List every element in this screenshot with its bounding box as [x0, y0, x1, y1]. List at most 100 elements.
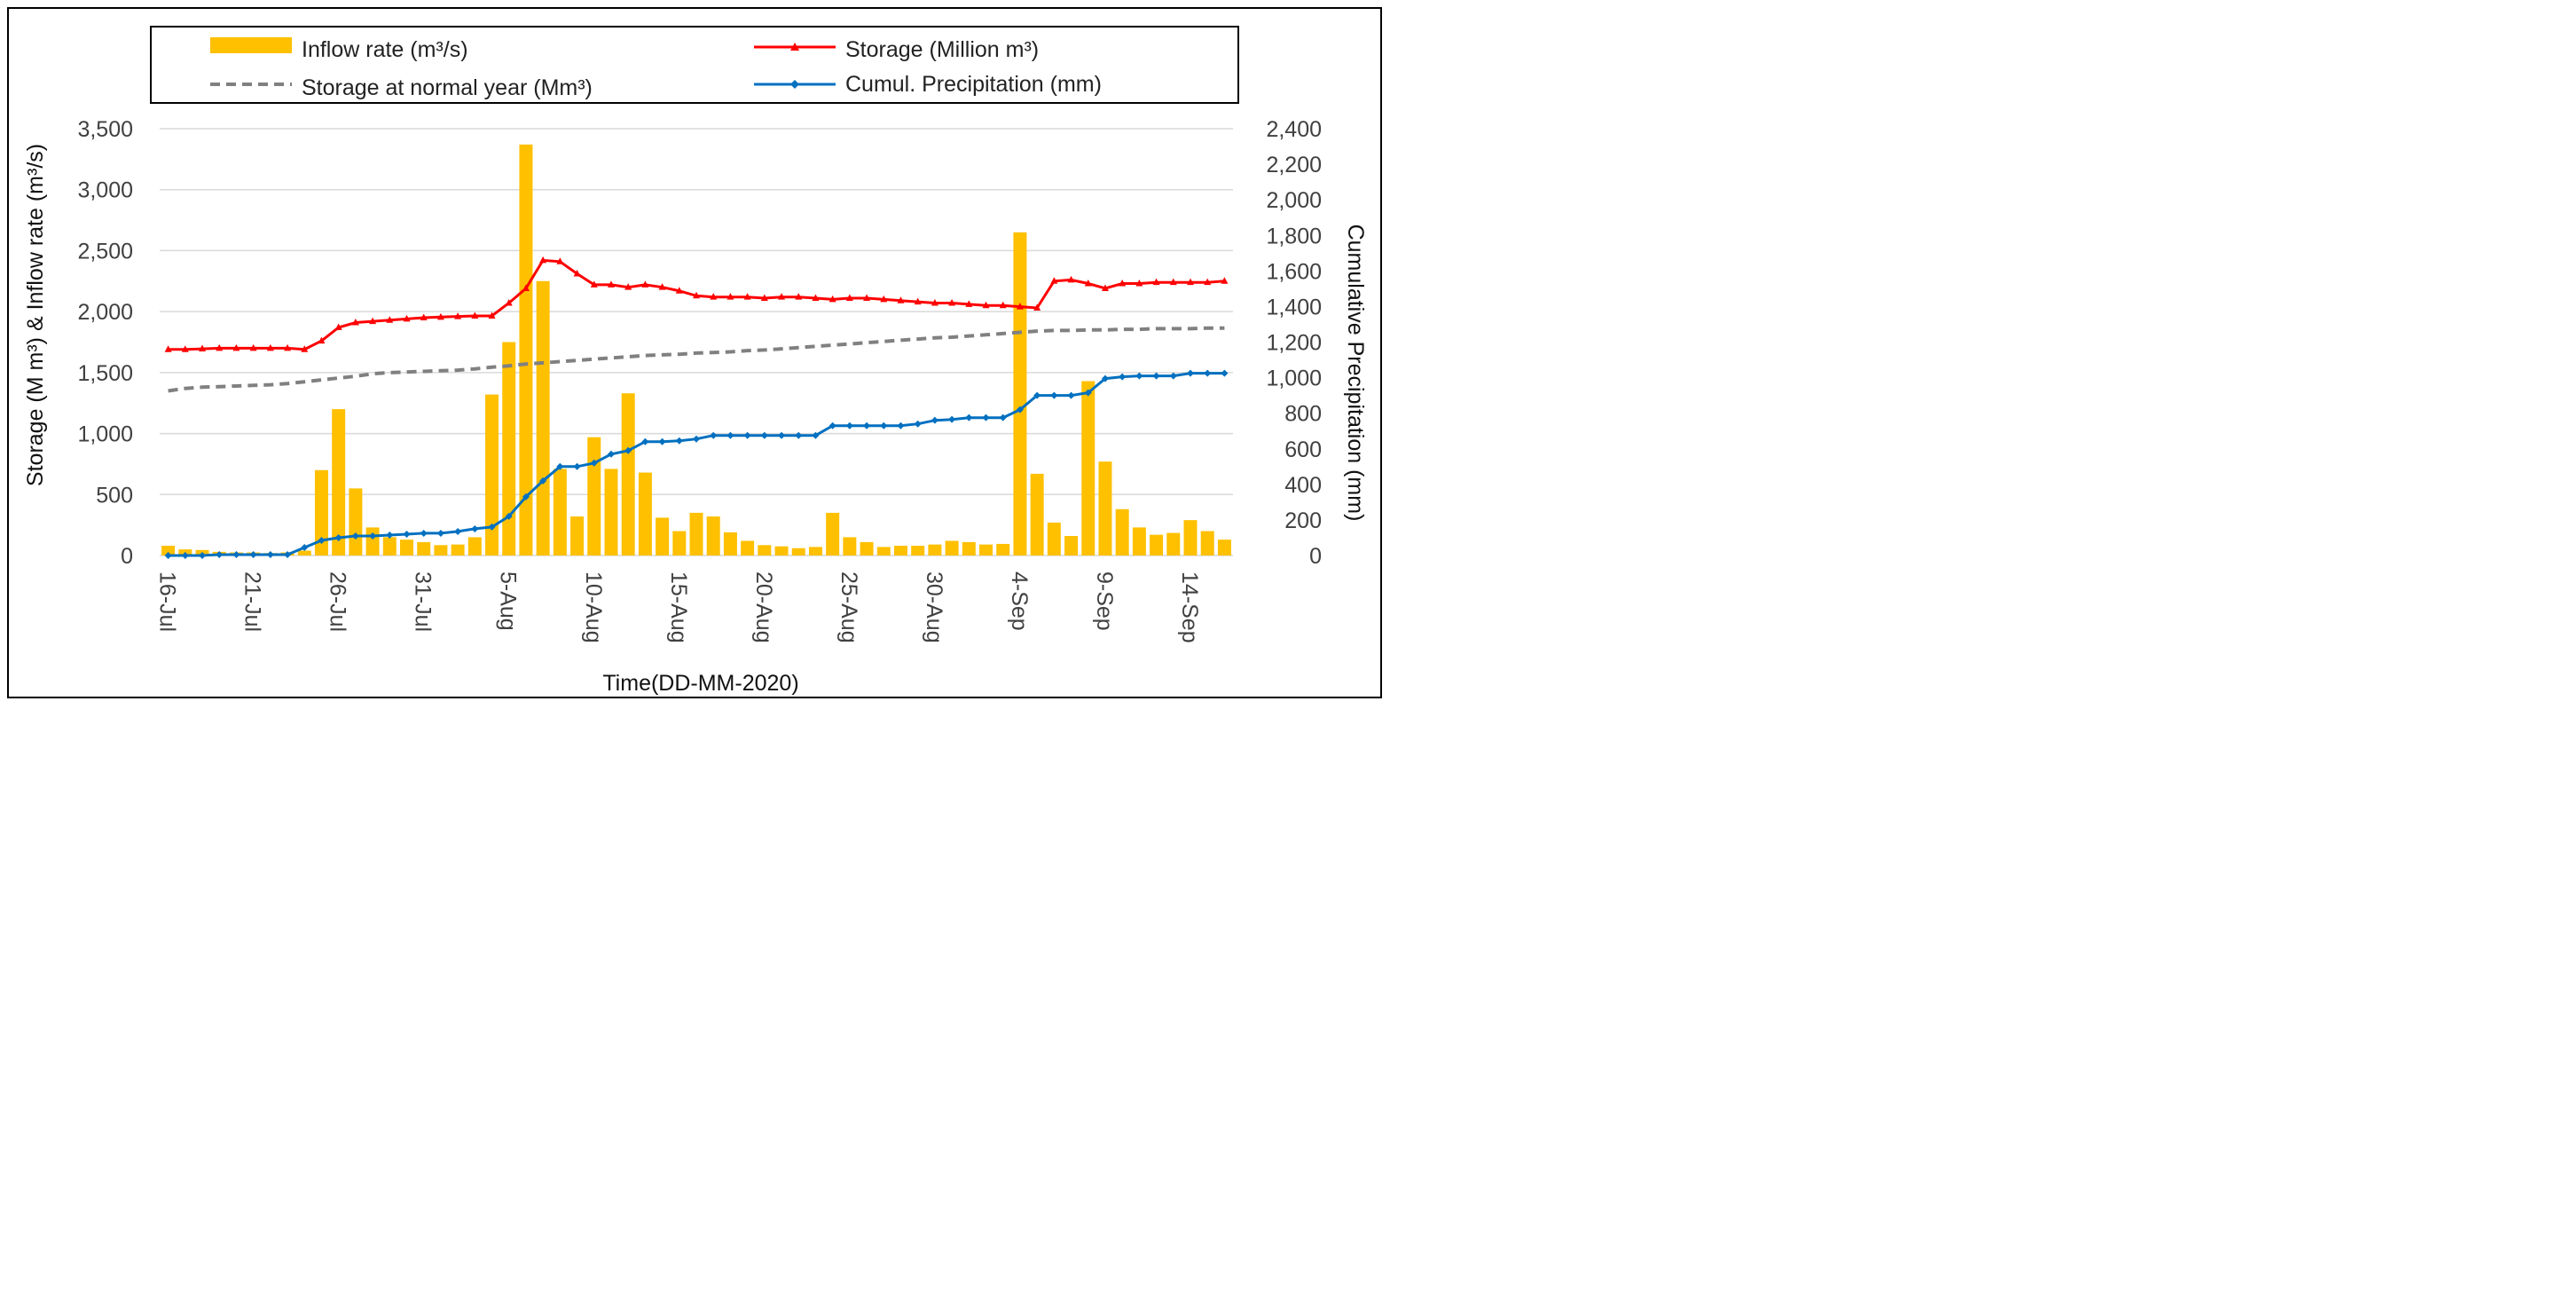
inflow-bar-21 [519, 144, 533, 556]
storage-point-18 [471, 311, 479, 319]
legend-label-normal: Storage at normal year (Mm³) [302, 75, 593, 100]
inflow-bar-13 [382, 537, 397, 556]
inflow-bar-28 [638, 472, 652, 556]
inflow-bar-56 [1115, 508, 1129, 556]
precip-point-18 [471, 524, 479, 532]
precip-point-49 [999, 414, 1007, 422]
inflow-bar-50 [1013, 232, 1027, 556]
storage-point-31 [693, 291, 700, 299]
axis-ticks: 0 500 1,000 1,500 2,000 2,500 3,000 3,500 0 200 40… [77, 117, 1322, 643]
storage-point-41 [863, 294, 871, 302]
storage-point-12 [369, 317, 377, 325]
storage-point-36 [778, 293, 786, 300]
left-tick-label: 2,000 [77, 300, 133, 325]
inflow-bar-34 [741, 540, 755, 556]
inflow-bar-58 [1150, 534, 1164, 556]
inflow-bar-60 [1183, 520, 1198, 556]
precip-point-61 [1204, 369, 1212, 377]
precip-point-30 [675, 437, 683, 445]
inflow-bar-57 [1132, 527, 1146, 556]
storage-point-53 [1067, 275, 1075, 283]
x-tick-label: 25-Aug [836, 571, 861, 643]
precip-point-1 [181, 552, 189, 559]
precip-point-21 [522, 492, 530, 500]
right-tick-label: 2,400 [1266, 117, 1322, 142]
storage-point-4 [232, 343, 240, 351]
x-tick-label: 26-Jul [326, 571, 350, 632]
inflow-bar-35 [758, 545, 772, 556]
inflow-bar-23 [553, 469, 567, 556]
storage-point-48 [982, 301, 990, 309]
storage-point-43 [897, 296, 905, 303]
precip-point-6 [266, 550, 274, 558]
legend: Inflow rate (m³/s) Storage at normal yea… [150, 26, 1239, 104]
storage-point-44 [914, 297, 922, 305]
storage-point-28 [641, 280, 649, 288]
right-tick-label: 1,600 [1266, 259, 1322, 284]
precip-point-28 [641, 437, 649, 445]
storage-point-11 [351, 319, 359, 326]
precip-point-17 [454, 527, 462, 535]
storage-point-29 [658, 283, 666, 290]
precip-point-34 [743, 431, 751, 439]
storage-point-2 [199, 344, 207, 352]
inflow-bar-25 [587, 437, 601, 556]
inflow-bar-41 [860, 541, 874, 556]
inflow-bar-10 [332, 409, 346, 556]
right-tick-label: 1,200 [1266, 331, 1322, 356]
precip-point-58 [1152, 372, 1160, 380]
inflow-bar-17 [451, 544, 465, 556]
right-axis-title: Cumulative Precipitation (mm) [1343, 225, 1368, 522]
precip-point-57 [1135, 372, 1143, 380]
inflow-bar-9 [314, 469, 328, 556]
precip-point-19 [488, 523, 496, 531]
precip-point-54 [1084, 389, 1092, 397]
precip-point-20 [505, 512, 513, 520]
precip-point-44 [914, 420, 922, 428]
precip-point-12 [369, 532, 377, 540]
inflow-bar-12 [365, 527, 380, 556]
inflow-bar-18 [467, 537, 482, 556]
legend-label-inflow: Inflow rate (m³/s) [302, 37, 468, 62]
precip-point-40 [845, 422, 853, 429]
inflow-bar-51 [1030, 473, 1044, 556]
x-tick-label: 14-Sep [1177, 571, 1202, 643]
precip-point-52 [1050, 391, 1058, 399]
precip-point-33 [726, 431, 734, 439]
storage-point-40 [845, 294, 853, 302]
left-tick-label: 3,000 [77, 178, 133, 203]
inflow-bar-40 [843, 537, 857, 556]
inflow-bar-0 [161, 546, 176, 556]
precip-point-0 [164, 552, 172, 559]
inflow-bar-33 [723, 532, 737, 556]
legend-swatch-inflow [210, 37, 292, 53]
precip-point-5 [249, 550, 257, 558]
x-tick-label: 20-Aug [751, 571, 776, 643]
inflow-bar-19 [485, 394, 499, 556]
inflow-bar-37 [791, 548, 805, 556]
inflow-bar-15 [417, 541, 431, 556]
storage-point-30 [675, 287, 683, 294]
precip-point-7 [284, 550, 292, 558]
storage-point-38 [812, 294, 820, 302]
precip-point-37 [795, 431, 803, 439]
right-tick-label: 2,000 [1266, 188, 1322, 213]
series-lines [164, 256, 1229, 559]
precip-point-62 [1221, 369, 1229, 377]
storage-point-19 [488, 311, 496, 319]
inflow-bar-22 [536, 280, 550, 556]
precip-point-32 [710, 431, 718, 439]
inflow-bar-44 [911, 546, 925, 556]
inflow-bar-11 [349, 488, 363, 556]
legend-marker-storage [790, 43, 799, 51]
precip-point-4 [232, 550, 240, 558]
inflow-bar-14 [400, 540, 413, 556]
inflow-bars [161, 144, 1231, 556]
storage-point-50 [1016, 303, 1024, 310]
storage-point-26 [607, 280, 615, 288]
inflow-bar-61 [1200, 531, 1214, 556]
precip-point-41 [863, 422, 871, 429]
precip-point-15 [420, 529, 428, 537]
inflow-bar-52 [1047, 522, 1061, 556]
right-tick-label: 2,200 [1266, 153, 1322, 177]
